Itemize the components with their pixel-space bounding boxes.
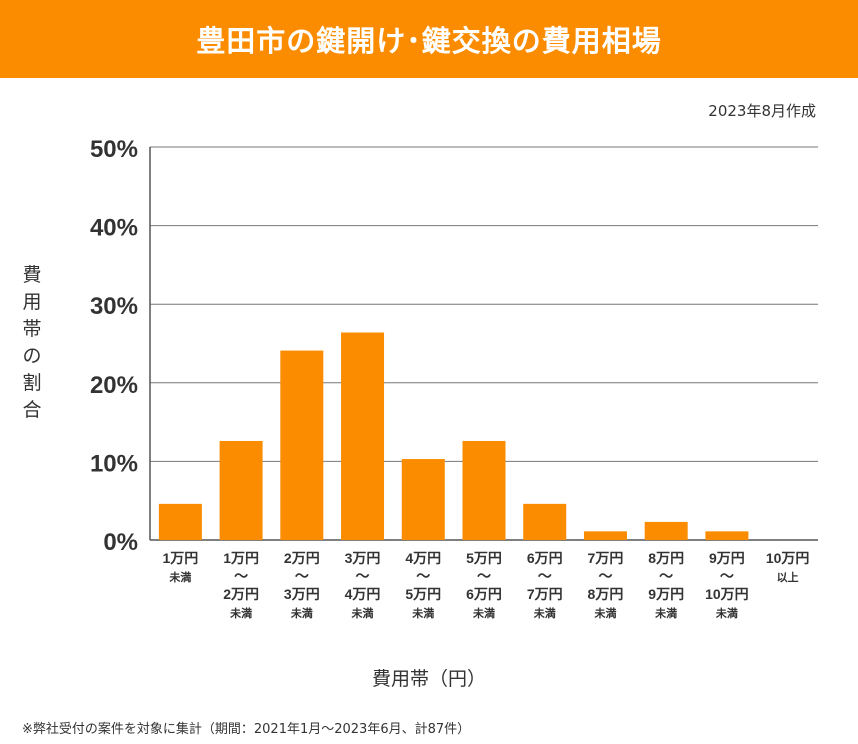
bar: [705, 531, 749, 540]
date-note: 2023年8月作成: [708, 102, 816, 120]
x-tick-label: 6万円～ 7万円未満: [527, 550, 563, 620]
x-tick-label: 3万円～ 4万円未満: [345, 550, 381, 620]
y-tick-label: 20%: [90, 372, 138, 399]
x-tick-label: 5万円～ 6万円未満: [466, 550, 502, 620]
y-tick-label: 0%: [103, 529, 138, 556]
x-tick-label: 7万円～ 8万円未満: [588, 550, 624, 620]
bar: [280, 350, 324, 540]
page-title: 豊田市の鍵開け･鍵交換の費用相場: [0, 0, 858, 78]
bar: [219, 440, 263, 540]
y-tick-label: 10%: [90, 450, 138, 477]
x-tick-label: 9万円～ 10万円未満: [705, 550, 749, 620]
bar: [401, 459, 445, 540]
x-tick-label: 4万円～ 5万円未満: [405, 550, 441, 620]
y-tick-label: 50%: [90, 136, 138, 163]
y-tick-label: 30%: [90, 293, 138, 320]
x-axis-label: 費用帯（円）: [371, 668, 486, 690]
bar: [462, 440, 506, 540]
x-tick-label: 10万円以上: [766, 550, 810, 584]
y-axis-label: 費用帯の割合: [22, 264, 42, 421]
x-tick-label: 8万円～ 9万円未満: [648, 550, 684, 620]
x-tick-label: 1万円未満: [162, 550, 198, 584]
bar: [158, 503, 202, 540]
bar: [523, 503, 567, 540]
x-tick-label: 1万円～ 2万円未満: [223, 550, 259, 620]
bar: [644, 521, 688, 540]
bar: [583, 531, 627, 540]
bar: [341, 332, 385, 540]
footnote: ※弊社受付の案件を対象に集計（期間：2021年1月～2023年6月、計87件）: [22, 722, 471, 737]
x-tick-label: 2万円～ 3万円未満: [284, 550, 320, 620]
y-tick-label: 40%: [90, 215, 138, 242]
